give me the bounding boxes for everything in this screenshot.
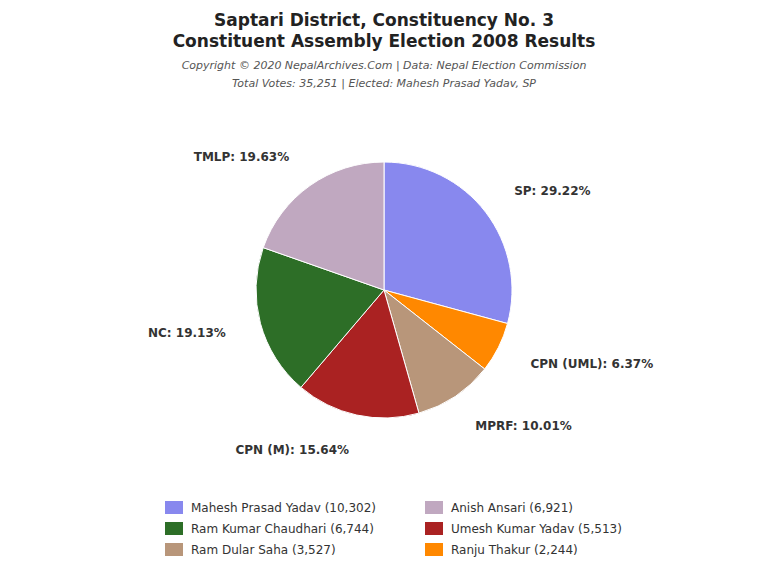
- legend-label: Ranju Thakur (2,244): [451, 543, 578, 557]
- value-label: 6.37%: [612, 357, 654, 371]
- annotation: Total Votes: 35,251 | Elected: Mahesh Pr…: [232, 77, 536, 90]
- legend-swatch: [425, 543, 443, 556]
- legend-swatch: [425, 501, 443, 514]
- legend-label: Ram Kumar Chaudhari (6,744): [191, 522, 374, 536]
- category-label: CPN (M): [235, 443, 290, 457]
- category-label: NC: [148, 326, 167, 340]
- legend-item: Umesh Kumar Yadav (5,513): [425, 522, 622, 536]
- data-label: TMLP: 19.63%: [194, 150, 290, 164]
- legend-item: Anish Ansari (6,921): [425, 501, 573, 515]
- chart: Saptari District, Constituency No. 3Cons…: [0, 0, 768, 576]
- title: Saptari District, Constituency No. 3: [214, 10, 554, 30]
- legend-swatch: [165, 501, 183, 514]
- value-label: 19.13%: [176, 326, 226, 340]
- legend-item: Ram Kumar Chaudhari (6,744): [165, 522, 374, 536]
- data-label: NC: 19.13%: [148, 326, 226, 340]
- value-label: 10.01%: [522, 419, 572, 433]
- annotation: Copyright © 2020 NepalArchives.Com | Dat…: [182, 59, 587, 72]
- value-label: 29.22%: [541, 184, 591, 198]
- category-label: SP: [514, 184, 532, 198]
- data-label: SP: 29.22%: [514, 184, 590, 198]
- legend-item: Ranju Thakur (2,244): [425, 543, 578, 557]
- category-label: MPRF: [475, 419, 513, 433]
- legend-label: Umesh Kumar Yadav (5,513): [451, 522, 622, 536]
- legend-label: Mahesh Prasad Yadav (10,302): [191, 501, 376, 515]
- slice: [263, 162, 384, 290]
- legend-swatch: [425, 522, 443, 535]
- legend-swatch: [165, 522, 183, 535]
- data-label: CPN (UML): 6.37%: [530, 357, 653, 371]
- data-label: MPRF: 10.01%: [475, 419, 572, 433]
- value-label: 19.63%: [239, 150, 289, 164]
- legend-label: Anish Ansari (6,921): [451, 501, 573, 515]
- data-label: CPN (M): 15.64%: [235, 443, 349, 457]
- legend-label: Ram Dular Saha (3,527): [191, 543, 336, 557]
- data-labels: SP: 29.22% CPN (UML): 6.37% MPRF: 10.01% CP…: [148, 150, 653, 458]
- pie: [256, 162, 512, 418]
- category-label: CPN (UML): [530, 357, 602, 371]
- value-label: 15.64%: [299, 443, 349, 457]
- legend-item: Mahesh Prasad Yadav (10,302): [165, 501, 376, 515]
- legend-item: Ram Dular Saha (3,527): [165, 543, 336, 557]
- category-label: TMLP: [194, 150, 231, 164]
- legend: Mahesh Prasad Yadav (10,302) Ram Kumar Ch…: [165, 501, 622, 557]
- title: Constituent Assembly Election 2008 Resul…: [173, 31, 596, 51]
- legend-swatch: [165, 543, 183, 556]
